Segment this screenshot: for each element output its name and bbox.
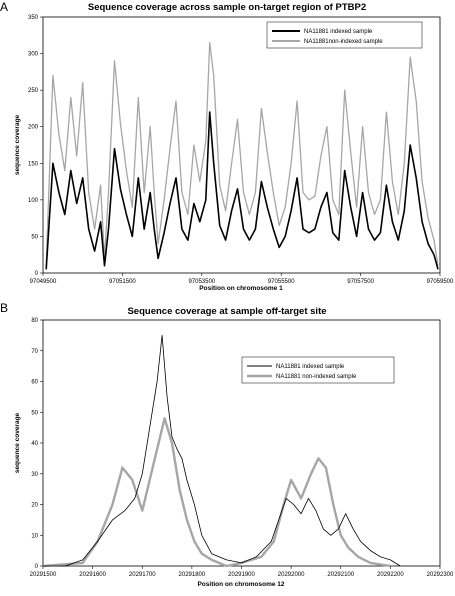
panel-b-letter: B	[0, 301, 8, 315]
panel-b-y-axis-label: sequence coverage	[14, 412, 21, 473]
x-tick-label: 97059500	[427, 279, 454, 285]
panel-b-x-ticks: 20291500 20291600 20291700 20291800 20291900…	[30, 566, 454, 578]
panel-b-legend-box	[241, 356, 395, 384]
panel-b: B Sequence coverage at sample off-target…	[0, 301, 454, 588]
panel-a-letter: A	[0, 0, 8, 14]
panel-a-legend-label-indexed: NA11881 indexed sample	[304, 29, 373, 35]
y-tick-label: 70	[31, 349, 38, 355]
y-tick-label: 60	[31, 380, 38, 386]
y-tick-label: 250	[28, 88, 39, 94]
y-tick-label: 350	[28, 15, 39, 21]
x-tick-label: 20291700	[129, 572, 156, 578]
x-tick-label: 20292000	[278, 572, 305, 578]
panel-b-legend: NA11881 indexed sample NA11881 non-index…	[241, 356, 395, 384]
x-tick-label: 20292300	[427, 572, 454, 578]
panel-a-x-axis-label: Position on chromosome 1	[199, 285, 283, 292]
y-tick-label: 300	[28, 52, 39, 58]
panel-a-plot-area	[42, 16, 441, 274]
panel-a-legend-label-non-indexed: NA11881non-indexed sample	[304, 39, 383, 45]
panel-a: A Sequence coverage across sample on-tar…	[0, 0, 454, 292]
series-line-non-indexed	[45, 41, 439, 266]
panel-a-legend-box	[266, 21, 423, 49]
x-tick-label: 97055500	[268, 279, 295, 285]
y-tick-label: 0	[35, 564, 39, 570]
y-tick-label: 100	[28, 198, 39, 204]
x-tick-label: 97057500	[347, 279, 374, 285]
panel-b-legend-label-non-indexed: NA11881 non-indexed sample	[276, 374, 357, 380]
y-tick-label: 10	[31, 533, 38, 539]
series-line-non-indexed	[42, 417, 391, 568]
y-tick-label: 80	[31, 318, 38, 324]
y-tick-label: 30	[31, 472, 38, 478]
panel-b-series	[42, 334, 401, 568]
x-tick-label: 20291500	[30, 572, 57, 578]
panel-b-y-ticks: 0 10 20 30 40 50 60 70 80	[31, 318, 43, 570]
y-tick-label: 20	[31, 503, 38, 509]
x-tick-label: 20291600	[79, 572, 106, 578]
y-tick-label: 0	[35, 271, 39, 277]
x-tick-label: 20292100	[327, 572, 354, 578]
x-tick-label: 97051500	[109, 279, 136, 285]
y-tick-label: 150	[28, 161, 39, 167]
y-tick-label: 200	[28, 125, 39, 131]
y-tick-label: 50	[31, 410, 38, 416]
panel-b-title: Sequence coverage at sample off-target s…	[127, 306, 326, 317]
panel-a-y-axis-label: sequence coverage	[14, 114, 21, 175]
x-tick-label: 20291800	[179, 572, 206, 578]
panel-b-legend-label-indexed: NA11881 indexed sample	[276, 364, 345, 370]
x-tick-label: 20292200	[377, 572, 404, 578]
panel-a-title: Sequence coverage across sample on-targe…	[88, 2, 366, 13]
panel-a-x-ticks: 97049500 97051500 97053500 97055500 97057500…	[30, 273, 454, 285]
y-tick-label: 50	[31, 234, 38, 240]
y-tick-label: 40	[31, 441, 38, 447]
series-line-indexed	[43, 334, 401, 567]
x-tick-label: 97053500	[188, 279, 215, 285]
x-tick-label: 20291900	[228, 572, 255, 578]
panel-a-series	[45, 41, 439, 270]
panel-b-x-axis-label: Position on chromosome 12	[197, 581, 284, 588]
panel-a-legend: NA11881 indexed sample NA11881non-indexe…	[266, 21, 423, 49]
x-tick-label: 97049500	[30, 279, 57, 285]
panel-a-y-ticks: 0 50 100 150 200 250 300 350	[28, 15, 43, 277]
series-line-indexed	[45, 111, 439, 270]
